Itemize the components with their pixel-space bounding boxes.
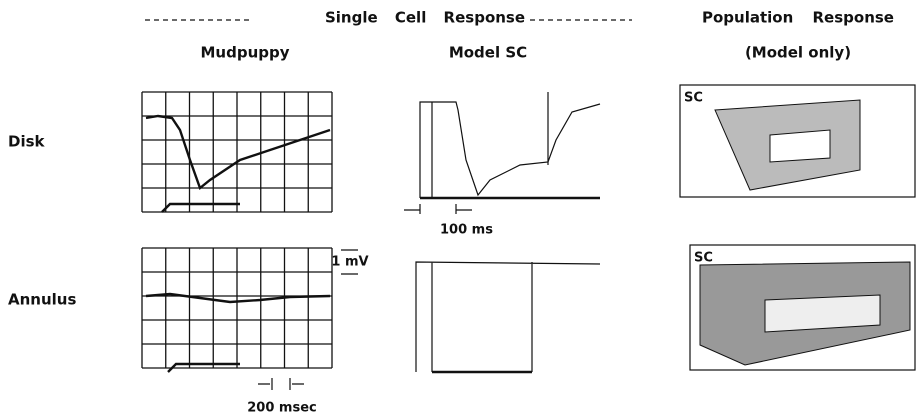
oscilloscope-grid [142,248,332,368]
header-title: Population Response [702,9,894,27]
column-title: (Model only) [745,44,851,62]
scale-bar [404,204,472,214]
trace [146,294,330,302]
scale-label: 200 msec [247,401,316,416]
figure: Single Cell Response Mudpuppy Model SC P… [0,0,923,420]
stimulus-trace [162,204,240,212]
row-label: Disk [8,133,46,151]
scale-label: 100 ms [440,223,493,238]
panel-label: SC [694,251,713,266]
surface [765,295,880,332]
scale-label: 1 mV [331,255,368,270]
column-title: Model SC [449,44,527,62]
row-label: Annulus [8,291,76,309]
header-title: Single Cell Response [325,9,525,27]
surface [770,130,830,162]
scale-bar [258,378,304,390]
oscilloscope-grid [142,92,332,212]
model-trace [416,262,600,372]
panel-label: SC [684,91,703,106]
column-title: Mudpuppy [200,44,289,62]
model-trace [420,102,600,198]
trace [146,116,330,188]
